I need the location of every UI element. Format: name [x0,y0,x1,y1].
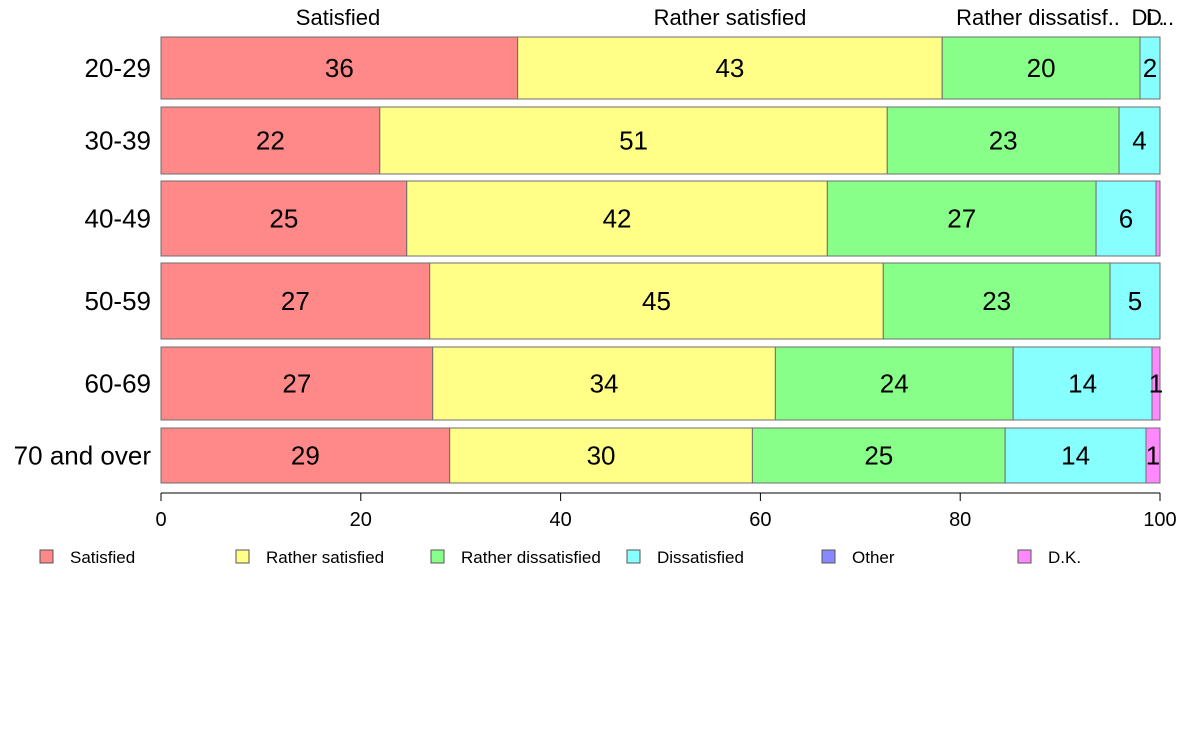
x-axis: 0 20 40 60 80 100 [155,492,1177,531]
bar-segment [1155,180,1161,257]
bar-segment [1004,427,1147,484]
data-label: 36 [325,53,354,83]
legend-swatch [821,549,836,564]
bar-segment [886,106,1120,175]
data-label: 24 [880,369,909,399]
bar-segment [160,106,381,175]
data-label: 23 [989,126,1018,156]
legend-swatch [430,549,445,564]
bar-segment [160,427,451,484]
bar-segment [882,262,1111,340]
x-tick-label: 100 [1143,509,1176,531]
legend-swatch [235,549,250,564]
bar-segment [160,36,519,100]
bar-segment [774,346,1014,421]
x-tick-label: 80 [949,509,971,531]
y-axis-category-labels: 20-29 30-39 40-49 50-59 60-69 70 and over [14,53,152,471]
data-label: 29 [291,441,320,471]
bar-segment [826,180,1097,257]
data-label: 43 [715,53,744,83]
data-label: 5 [1128,286,1142,316]
bar-segment [432,346,776,421]
legend-swatch [39,549,54,564]
x-tick-label: 40 [549,509,571,531]
legend-label: Dissatisfied [657,548,744,567]
data-label: 2 [1143,53,1157,83]
data-label: 14 [1068,369,1097,399]
data-label: 4 [1132,126,1146,156]
bar-segment [429,262,884,340]
segment-data-labels: 36 43 20 222 51 23 425 42 27 627 45 23 527 34 24 14 129 3… [256,53,1163,471]
data-label: 25 [269,204,298,234]
category-label: 40-49 [85,204,152,234]
x-tick-label: 20 [350,509,372,531]
top-column-label: Rather satisfied [654,5,807,30]
data-label: 27 [282,369,311,399]
data-label: 42 [603,204,632,234]
data-label: 1 [1146,441,1160,471]
legend-swatch [1017,549,1032,564]
data-label: 30 [587,441,616,471]
bar-segment [379,106,888,175]
top-column-label: D.. [1146,5,1174,30]
bar-segment [1118,106,1161,175]
x-tick-label: 0 [155,509,166,531]
legend-label: Other [852,548,895,567]
data-label: 27 [947,204,976,234]
data-label: 34 [590,369,619,399]
legend-label: Satisfied [70,548,135,567]
data-label: 25 [864,441,893,471]
category-label: 30-39 [85,126,152,156]
legend-label: D.K. [1048,548,1081,567]
bar-segment [1095,180,1157,257]
bar-segments [160,36,1161,484]
data-label: 23 [982,286,1011,316]
legend-label: Rather dissatisfied [461,548,601,567]
data-label: 6 [1119,204,1133,234]
category-label: 60-69 [85,369,152,399]
x-tick-label: 60 [749,509,771,531]
data-label: 45 [642,286,671,316]
data-label: 51 [619,126,648,156]
bar-segment [1151,346,1161,421]
bar-segment [1145,427,1161,484]
legend-swatch [626,549,641,564]
category-label: 50-59 [85,286,152,316]
category-label: 20-29 [85,53,152,83]
data-label: 27 [281,286,310,316]
bar-segment [406,180,828,257]
data-label: 22 [256,126,285,156]
bar-segment [160,262,431,340]
bar-segment [449,427,753,484]
top-column-labels: Satisfied Rather satisfied Rather dissatis… [296,5,1174,30]
data-label: 20 [1027,53,1056,83]
top-column-label: Rather dissatisf.. [956,5,1120,30]
data-label: 1 [1149,369,1163,399]
bar-segment [160,180,408,257]
bar-segment [517,36,943,100]
data-label: 14 [1061,441,1090,471]
bar-segment [751,427,1006,484]
top-column-label: Di.. [1132,5,1165,30]
category-label: 70 and over [14,441,152,471]
bar-segment [1109,262,1161,340]
bar-segment [1139,36,1161,100]
top-column-label: Satisfied [296,5,380,30]
legend-label: Rather satisfied [266,548,384,567]
bar-segment [941,36,1141,100]
legend: Satisfied Rather satisfied Rather dissatis… [39,548,1081,567]
